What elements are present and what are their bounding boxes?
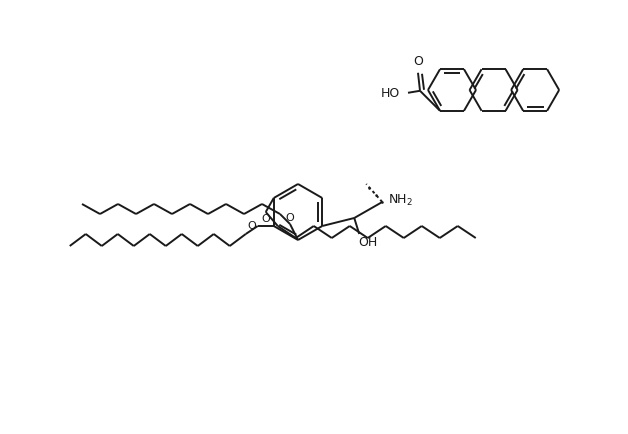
Text: O: O [247, 221, 256, 231]
Text: O: O [261, 214, 270, 224]
Text: O: O [413, 55, 423, 68]
Text: HO: HO [381, 87, 400, 100]
Text: OH: OH [358, 236, 377, 249]
Text: O: O [286, 213, 295, 223]
Text: NH$_2$: NH$_2$ [388, 192, 413, 207]
